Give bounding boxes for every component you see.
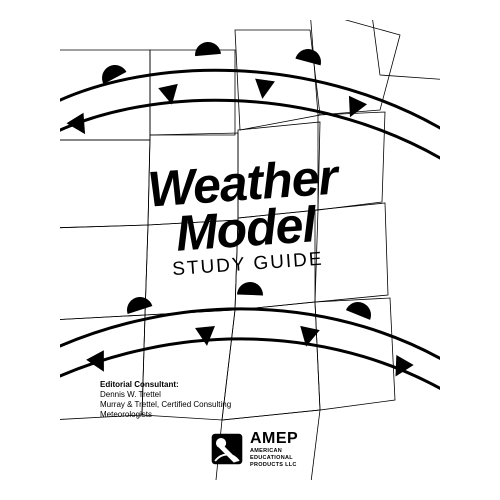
publisher-text: AMEP AMERICAN EDUCATIONAL PRODUCTS LLC: [250, 431, 298, 468]
title-block: Weather Model STUDY GUIDE: [146, 154, 343, 283]
publisher-tag3: PRODUCTS LLC: [250, 462, 298, 468]
editorial-credits: Editorial Consultant: Dennis W. Trettel …: [100, 380, 231, 420]
credits-line2: Murray & Trettel, Certified Consulting: [100, 400, 231, 410]
study-guide-cover: Weather Model STUDY GUIDE Editorial Cons…: [60, 20, 440, 480]
publisher-logo: AMEP AMERICAN EDUCATIONAL PRODUCTS LLC: [210, 431, 298, 468]
credits-line3: Meteorologists: [100, 410, 231, 420]
amep-logo-icon: [210, 432, 244, 466]
credits-line1: Dennis W. Trettel: [100, 390, 231, 400]
publisher-brand: AMEP: [250, 431, 298, 447]
publisher-tag2: EDUCATIONAL: [250, 455, 298, 461]
credits-heading: Editorial Consultant:: [100, 380, 231, 390]
publisher-tag1: AMERICAN: [250, 448, 298, 454]
